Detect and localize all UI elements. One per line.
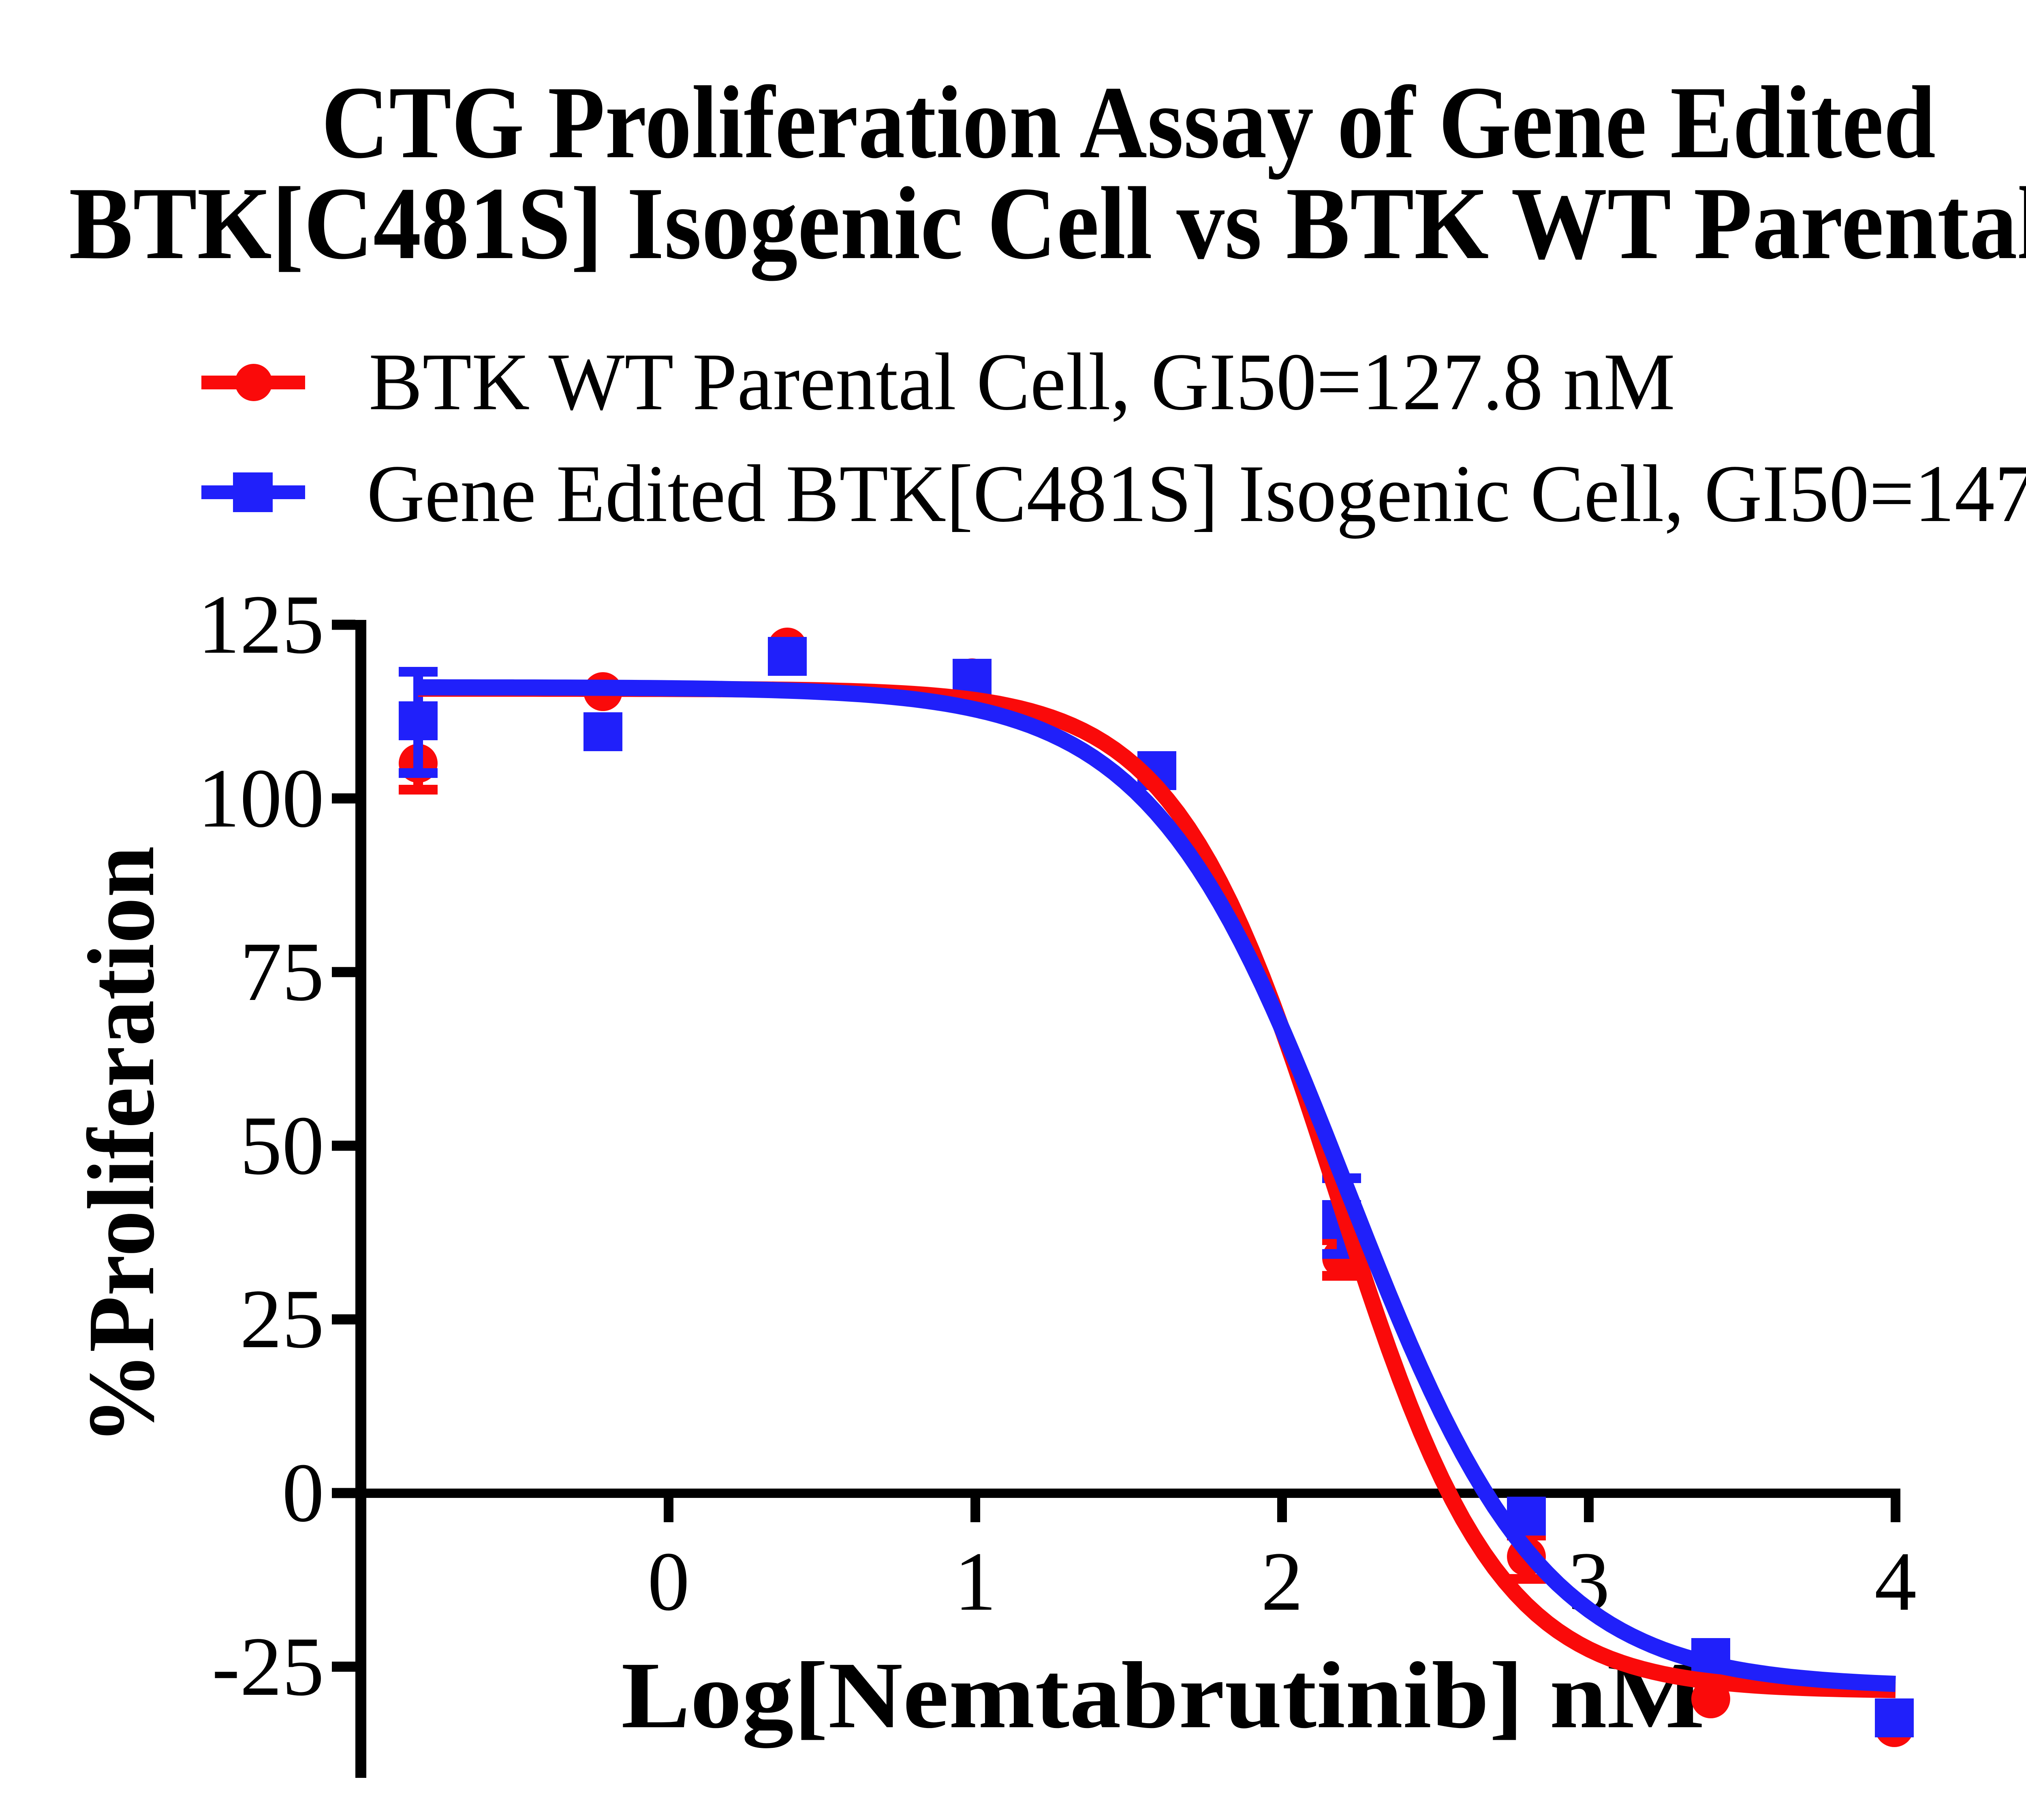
svg-text:0: 0 bbox=[648, 1535, 690, 1628]
svg-text:Gene Edited BTK[C481S] Isogeni: Gene Edited BTK[C481S] Isogenic Cell, GI… bbox=[367, 448, 2026, 539]
svg-text:BTK[C481S] Isogenic Cell vs BT: BTK[C481S] Isogenic Cell vs BTK WT Paren… bbox=[69, 166, 2026, 281]
svg-text:0: 0 bbox=[282, 1446, 324, 1539]
svg-text:1: 1 bbox=[954, 1535, 996, 1628]
svg-text:125: 125 bbox=[198, 578, 324, 671]
svg-text:CTG Proliferation Assay of Gen: CTG Proliferation Assay of Gene Edited bbox=[321, 65, 1936, 180]
svg-text:25: 25 bbox=[240, 1272, 324, 1365]
svg-text:Log[Nemtabrutinib] nM: Log[Nemtabrutinib] nM bbox=[621, 1643, 1705, 1748]
svg-text:-25: -25 bbox=[212, 1620, 324, 1713]
svg-text:50: 50 bbox=[240, 1099, 324, 1192]
svg-text:100: 100 bbox=[198, 752, 324, 845]
svg-text:BTK WT Parental Cell, GI50=127: BTK WT Parental Cell, GI50=127.8 nM bbox=[369, 336, 1675, 427]
svg-text:75: 75 bbox=[240, 925, 324, 1018]
svg-text:2: 2 bbox=[1261, 1535, 1303, 1628]
svg-text:4: 4 bbox=[1874, 1535, 1917, 1628]
svg-text:%Proliferation: %Proliferation bbox=[68, 846, 174, 1445]
